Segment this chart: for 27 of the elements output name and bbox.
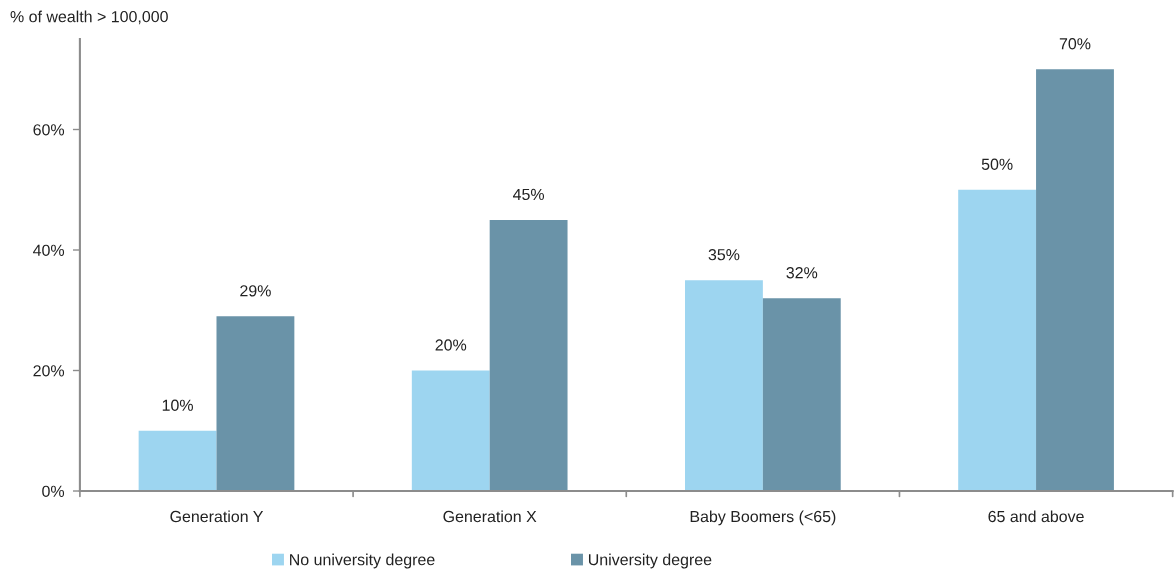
data-label: 20% — [435, 339, 467, 351]
data-label: 70% — [1059, 38, 1091, 50]
bar — [216, 316, 295, 491]
x-tick-label: Generation Y — [170, 510, 264, 523]
legend-label: No university degree — [290, 553, 435, 569]
x-tick-label: Baby Boomers (<65) — [690, 510, 836, 526]
bar — [489, 219, 568, 491]
bar — [138, 430, 217, 491]
data-label: 45% — [512, 188, 545, 201]
y-axis-title: % of wealth > 100,000 — [10, 10, 168, 25]
bar — [958, 189, 1037, 491]
y-tick-label: 0% — [42, 485, 65, 497]
bar — [411, 370, 490, 491]
legend-label: University degree — [588, 553, 712, 569]
data-label: 29% — [240, 285, 271, 297]
y-tick-label: 40% — [33, 244, 65, 256]
bar — [762, 298, 841, 491]
data-label: 10% — [162, 399, 193, 411]
x-tick-label: Generation X — [443, 510, 537, 523]
y-tick-label: 60% — [33, 124, 65, 136]
bar — [685, 280, 763, 491]
data-label: 50% — [981, 158, 1013, 170]
x-tick-label: 65 and above — [988, 510, 1084, 523]
y-tick-label: 20% — [33, 365, 65, 377]
bar — [1036, 69, 1114, 491]
data-label: 35% — [708, 248, 740, 261]
data-label: 32% — [786, 267, 818, 279]
